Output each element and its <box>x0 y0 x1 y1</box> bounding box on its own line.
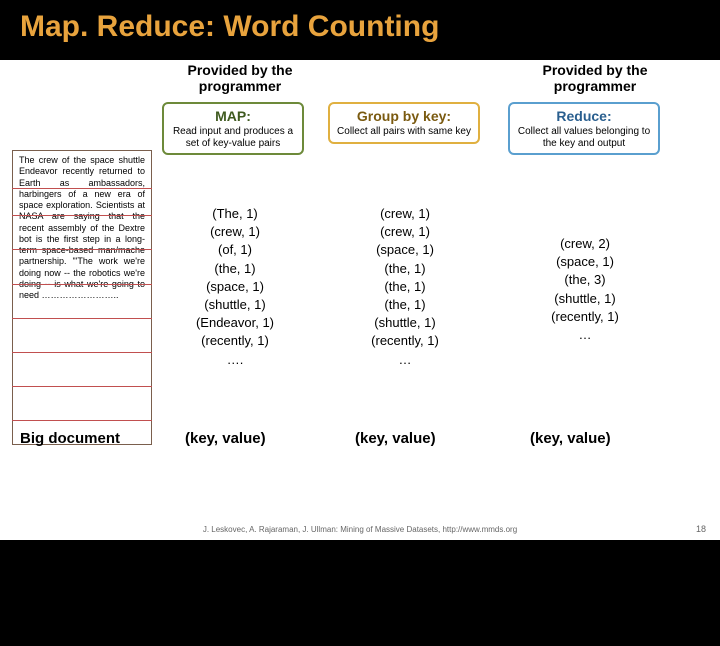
content-area: Provided by the programmer Provided by t… <box>0 60 720 510</box>
header-right: Provided by the programmer <box>530 62 660 94</box>
group-box: Group by key: Collect all pairs with sam… <box>328 102 480 144</box>
doc-line <box>12 420 152 421</box>
title-prefix: Map. <box>20 10 97 43</box>
reduce-sub: Collect all values belonging to the key … <box>514 126 654 149</box>
map-pairs: (The, 1) (crew, 1) (of, 1) (the, 1) (spa… <box>170 205 300 369</box>
title-bar: Map. Reduce: Word Counting <box>0 0 720 60</box>
map-box: MAP: Read input and produces a set of ke… <box>162 102 304 155</box>
slide: Map. Reduce: Word Counting Provided by t… <box>0 0 720 540</box>
group-sub: Collect all pairs with same key <box>334 126 474 138</box>
document-text: The crew of the space shuttle Endeavor r… <box>19 155 145 300</box>
map-sub: Read input and produces a set of key-val… <box>168 126 298 149</box>
map-title: MAP: <box>168 108 298 124</box>
document-box: The crew of the space shuttle Endeavor r… <box>12 150 152 445</box>
kv3: (key, value) <box>530 430 611 447</box>
doc-line <box>12 352 152 353</box>
doc-line <box>12 215 152 216</box>
reduce-pairs: (crew, 2) (space, 1) (the, 3) (shuttle, … <box>510 235 660 344</box>
kv1: (key, value) <box>185 430 266 447</box>
page-number: 18 <box>696 524 706 534</box>
doc-line <box>12 249 152 250</box>
reduce-box: Reduce: Collect all values belonging to … <box>508 102 660 155</box>
kv2: (key, value) <box>355 430 436 447</box>
citation: J. Leskovec, A. Rajaraman, J. Ullman: Mi… <box>0 525 720 534</box>
doc-line <box>12 188 152 189</box>
group-title: Group by key: <box>334 108 474 124</box>
reduce-title: Reduce: <box>514 108 654 124</box>
group-pairs: (crew, 1) (crew, 1) (space, 1) (the, 1) … <box>340 205 470 369</box>
doc-line <box>12 386 152 387</box>
bigdoc-label: Big document <box>20 430 120 447</box>
header-left: Provided by the programmer <box>175 62 305 94</box>
slide-title: Map. Reduce: Word Counting <box>20 10 700 44</box>
doc-line <box>12 284 152 285</box>
doc-line <box>12 318 152 319</box>
title-rest: Reduce: Word Counting <box>97 10 440 43</box>
